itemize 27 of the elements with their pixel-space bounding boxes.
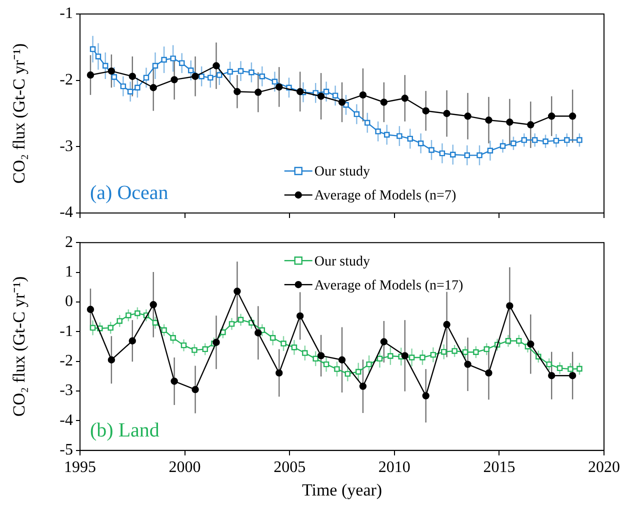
y-tick-label: 1 (65, 263, 73, 280)
x-tick-label: 2015 (483, 459, 516, 476)
y-tick-label: -2 (60, 72, 73, 89)
y-tick-label: -2 (60, 352, 73, 370)
legend-label: Our study (314, 164, 370, 180)
x-tick-label: 2005 (274, 459, 306, 476)
legend-label: Average of Models (n=17) (314, 278, 464, 294)
legend-label: Our study (314, 254, 370, 270)
x-axis-title: Time (year) (302, 480, 382, 500)
annotation: (b) Land (90, 419, 160, 442)
y-tick-label: -5 (60, 442, 73, 459)
y-tick-label: -3 (60, 382, 73, 400)
x-tick-label: 2010 (378, 459, 410, 476)
y-axis-title: CO₂ flux (Gt-C yr⁻¹) (10, 43, 29, 184)
y-tick-label: -1 (60, 5, 73, 22)
y-axis-title: CO₂ flux (Gt-C yr⁻¹) (10, 276, 29, 417)
y-tick-label: -4 (60, 412, 73, 429)
y-tick-label: 0 (65, 293, 73, 310)
x-tick-label: 1995 (64, 459, 96, 476)
y-tick-label: -3 (60, 138, 73, 155)
y-tick-label: 2 (65, 234, 73, 251)
legend-label: Average of Models (n=7) (314, 188, 456, 204)
x-tick-label: 2000 (168, 459, 201, 476)
y-tick-label: -4 (60, 204, 73, 222)
x-tick-label: 2020 (588, 459, 620, 476)
y-tick-label: -1 (60, 322, 73, 340)
annotation: (a) Ocean (90, 182, 168, 204)
